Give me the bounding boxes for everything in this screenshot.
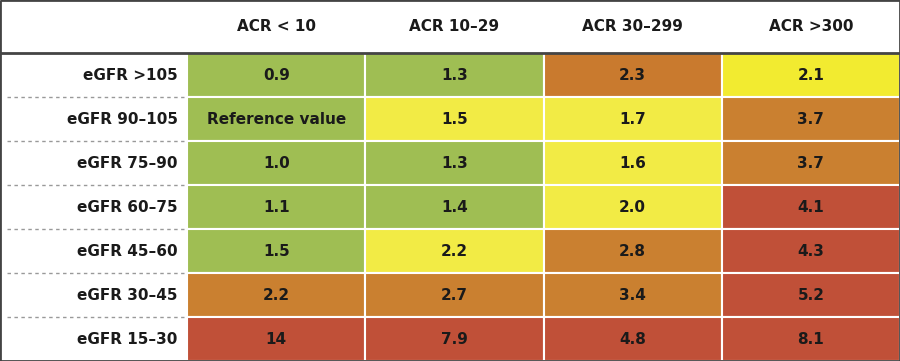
- Bar: [365, 53, 544, 97]
- Bar: [0, 53, 187, 361]
- Text: eGFR 15–30: eGFR 15–30: [77, 331, 178, 347]
- Bar: [365, 229, 544, 273]
- Bar: [544, 185, 722, 229]
- Bar: [544, 141, 722, 185]
- Text: 1.7: 1.7: [619, 112, 646, 127]
- Text: ACR 10–29: ACR 10–29: [410, 19, 500, 34]
- Bar: [365, 273, 544, 317]
- Bar: [544, 273, 722, 317]
- Bar: [722, 53, 900, 97]
- Bar: [0, 0, 900, 53]
- Text: 1.0: 1.0: [263, 156, 290, 171]
- Bar: [722, 317, 900, 361]
- Bar: [722, 229, 900, 273]
- Text: eGFR 75–90: eGFR 75–90: [77, 156, 178, 171]
- Text: 5.2: 5.2: [797, 288, 824, 303]
- Text: 2.2: 2.2: [263, 288, 290, 303]
- Text: 7.9: 7.9: [441, 331, 468, 347]
- Bar: [544, 229, 722, 273]
- Text: 8.1: 8.1: [797, 331, 824, 347]
- Text: 3.7: 3.7: [797, 112, 824, 127]
- Bar: [187, 229, 365, 273]
- Text: eGFR 90–105: eGFR 90–105: [67, 112, 178, 127]
- Text: 4.3: 4.3: [797, 244, 824, 258]
- Text: 1.3: 1.3: [441, 156, 468, 171]
- Bar: [187, 273, 365, 317]
- Text: eGFR 30–45: eGFR 30–45: [77, 288, 178, 303]
- Text: 3.4: 3.4: [619, 288, 646, 303]
- Text: 3.7: 3.7: [797, 156, 824, 171]
- Text: 2.3: 2.3: [619, 68, 646, 83]
- Text: ACR 30–299: ACR 30–299: [582, 19, 683, 34]
- Text: 0.9: 0.9: [263, 68, 290, 83]
- Bar: [187, 185, 365, 229]
- Bar: [187, 97, 365, 141]
- Text: 4.1: 4.1: [797, 200, 824, 215]
- Bar: [722, 141, 900, 185]
- Text: 1.5: 1.5: [263, 244, 290, 258]
- Bar: [187, 141, 365, 185]
- Text: 14: 14: [266, 331, 287, 347]
- Bar: [365, 317, 544, 361]
- Text: 2.8: 2.8: [619, 244, 646, 258]
- Text: 1.3: 1.3: [441, 68, 468, 83]
- Bar: [187, 53, 365, 97]
- Bar: [187, 317, 365, 361]
- Bar: [365, 97, 544, 141]
- Text: 2.0: 2.0: [619, 200, 646, 215]
- Text: Reference value: Reference value: [207, 112, 346, 127]
- Bar: [722, 97, 900, 141]
- Bar: [722, 273, 900, 317]
- Text: 2.1: 2.1: [797, 68, 824, 83]
- Bar: [722, 185, 900, 229]
- Text: eGFR 45–60: eGFR 45–60: [77, 244, 178, 258]
- Text: 1.5: 1.5: [441, 112, 468, 127]
- Text: 2.2: 2.2: [441, 244, 468, 258]
- Bar: [365, 185, 544, 229]
- Text: 1.4: 1.4: [441, 200, 468, 215]
- Text: ACR >300: ACR >300: [769, 19, 853, 34]
- Text: 1.1: 1.1: [263, 200, 290, 215]
- Bar: [544, 317, 722, 361]
- Text: eGFR 60–75: eGFR 60–75: [77, 200, 178, 215]
- Text: eGFR >105: eGFR >105: [83, 68, 178, 83]
- Text: 1.6: 1.6: [619, 156, 646, 171]
- Bar: [544, 53, 722, 97]
- Text: ACR < 10: ACR < 10: [237, 19, 316, 34]
- Bar: [544, 97, 722, 141]
- Text: 2.7: 2.7: [441, 288, 468, 303]
- Text: 4.8: 4.8: [619, 331, 646, 347]
- Bar: [365, 141, 544, 185]
